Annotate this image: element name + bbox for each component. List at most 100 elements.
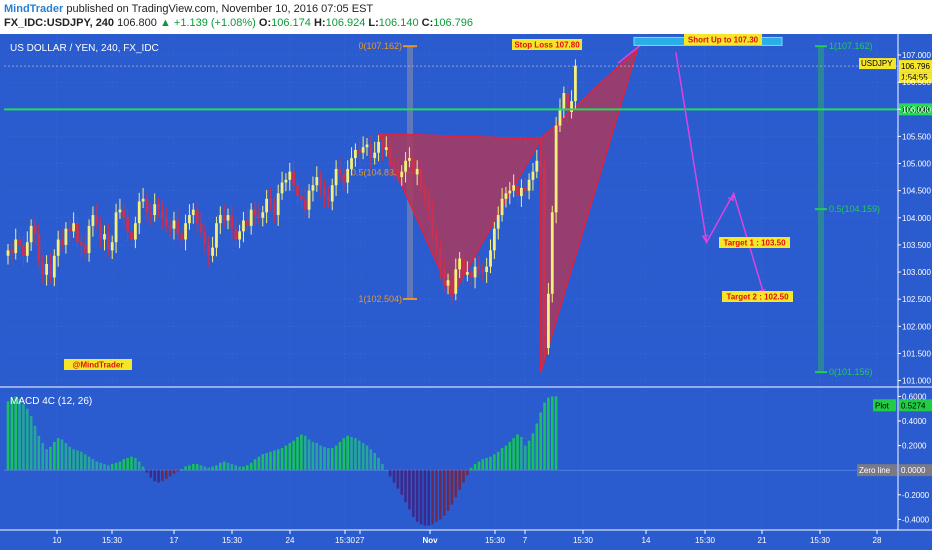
macd-bar: [288, 443, 292, 471]
level-price-label: 105.998: [901, 105, 930, 114]
time-tick-label: 10: [53, 536, 62, 545]
macd-bar: [134, 457, 137, 471]
macd-bar: [469, 467, 473, 471]
candle-body: [238, 231, 241, 240]
candle-body: [245, 220, 249, 226]
candle-body: [157, 204, 160, 210]
candle-body: [110, 242, 114, 251]
macd-bar: [396, 470, 400, 489]
harmonic-pattern[interactable]: [377, 47, 639, 373]
price-chart[interactable]: 0(107.162) 0.5(104.833) 1(102.504) 1(107.1…: [0, 34, 932, 550]
candle-body: [226, 215, 230, 221]
candle-body: [265, 198, 269, 213]
open-label: O:: [258, 17, 272, 29]
macd-bar: [485, 457, 488, 471]
macd-bar: [346, 435, 349, 471]
candle-body: [261, 212, 265, 218]
macd-bar: [523, 445, 527, 471]
macd-bar: [462, 470, 465, 483]
macd-bar: [18, 398, 21, 471]
macd-bar: [172, 470, 176, 474]
author-link[interactable]: MindTrader: [4, 3, 64, 15]
candle-body: [462, 258, 465, 275]
macd-bar: [6, 401, 10, 471]
candle-body: [388, 147, 392, 167]
macd-bar: [427, 470, 431, 526]
macd-bar: [543, 402, 546, 471]
macd-bar: [126, 457, 129, 471]
forecast-arrowhead: [701, 234, 709, 243]
target-2-label-box: [722, 291, 793, 302]
high-value: 106.924: [325, 17, 366, 29]
candle-body: [299, 196, 303, 199]
candle-body: [446, 280, 450, 286]
fib-right-level-label: 0.5(104.159): [829, 204, 880, 214]
macd-plot-value: 0.5274: [901, 401, 926, 410]
macd-bar: [520, 436, 523, 471]
candle-body: [118, 209, 122, 213]
macd-bar: [107, 465, 110, 471]
macd-bar: [284, 445, 288, 471]
macd-bar: [473, 464, 477, 471]
macd-bar: [357, 440, 361, 471]
candle-body: [49, 263, 52, 278]
macd-bar: [458, 470, 461, 490]
candle-body: [215, 223, 218, 248]
macd-bar: [141, 466, 145, 471]
macd-bar: [280, 448, 284, 471]
macd-panel: 0.6000 0.4000 0.2000 -0.2000 -0.4000 Plot 0.52…: [4, 392, 932, 526]
candle-body: [29, 225, 33, 243]
target-1-label: Target 1 : 103.50: [723, 239, 786, 248]
candle-body: [184, 223, 187, 240]
candle-body: [543, 166, 546, 349]
candle-body: [33, 225, 37, 235]
macd-bar: [191, 464, 195, 471]
candle-body: [485, 266, 489, 273]
time-tick-label: 14: [642, 536, 651, 545]
candle-body: [346, 168, 350, 183]
candle-body: [41, 261, 45, 275]
candle-body: [141, 198, 145, 202]
macd-bar: [504, 445, 508, 471]
macd-bar: [195, 464, 199, 471]
candle-body: [519, 187, 523, 197]
candle-body: [523, 187, 527, 191]
candle-body: [419, 168, 423, 188]
candle-body: [280, 182, 284, 194]
time-tick-label: 15:30: [695, 536, 716, 545]
short-label-box: [684, 34, 762, 45]
candle-body: [10, 250, 14, 254]
close-value: 106.796: [433, 17, 473, 29]
macd-bar: [531, 433, 535, 471]
horizontal-levels: USDJPY 106.796 1:54:55 105.998: [4, 58, 932, 116]
macd-plot-tag: Plot: [875, 401, 890, 410]
macd-bar: [91, 459, 95, 471]
macd-bar: [53, 441, 56, 471]
macd-bar: [257, 456, 261, 471]
high-label: H:: [313, 17, 326, 29]
fib-left-level-label: 0.5(104.833): [351, 168, 402, 178]
last-price: 106.800: [117, 17, 157, 29]
candle-body: [411, 158, 415, 175]
candle-body: [130, 231, 133, 240]
candle-body: [176, 220, 180, 235]
candle-body: [195, 209, 199, 224]
axes: 107.000 106.500 106.000 105.500 105.000 104.5…: [0, 34, 932, 545]
fib-retracement-right[interactable]: 1(107.162) 0.5(104.159) 0(101.156): [815, 41, 880, 377]
macd-bar: [400, 470, 404, 495]
candle-body: [242, 220, 245, 232]
macd-bar: [261, 454, 265, 471]
macd-bar: [29, 416, 33, 471]
macd-bar: [373, 452, 376, 471]
candle-body: [516, 185, 519, 197]
macd-bar: [508, 441, 512, 471]
symbol-tag: USDJPY: [861, 59, 893, 68]
macd-bar: [184, 466, 187, 471]
candle-body: [377, 141, 380, 153]
candle-body: [106, 234, 110, 251]
candle-body: [381, 141, 384, 150]
price-tick-label: 107.000: [902, 51, 931, 60]
candle-body: [489, 250, 492, 267]
candle-body: [272, 204, 276, 216]
price-tick-label: 103.500: [902, 241, 931, 250]
